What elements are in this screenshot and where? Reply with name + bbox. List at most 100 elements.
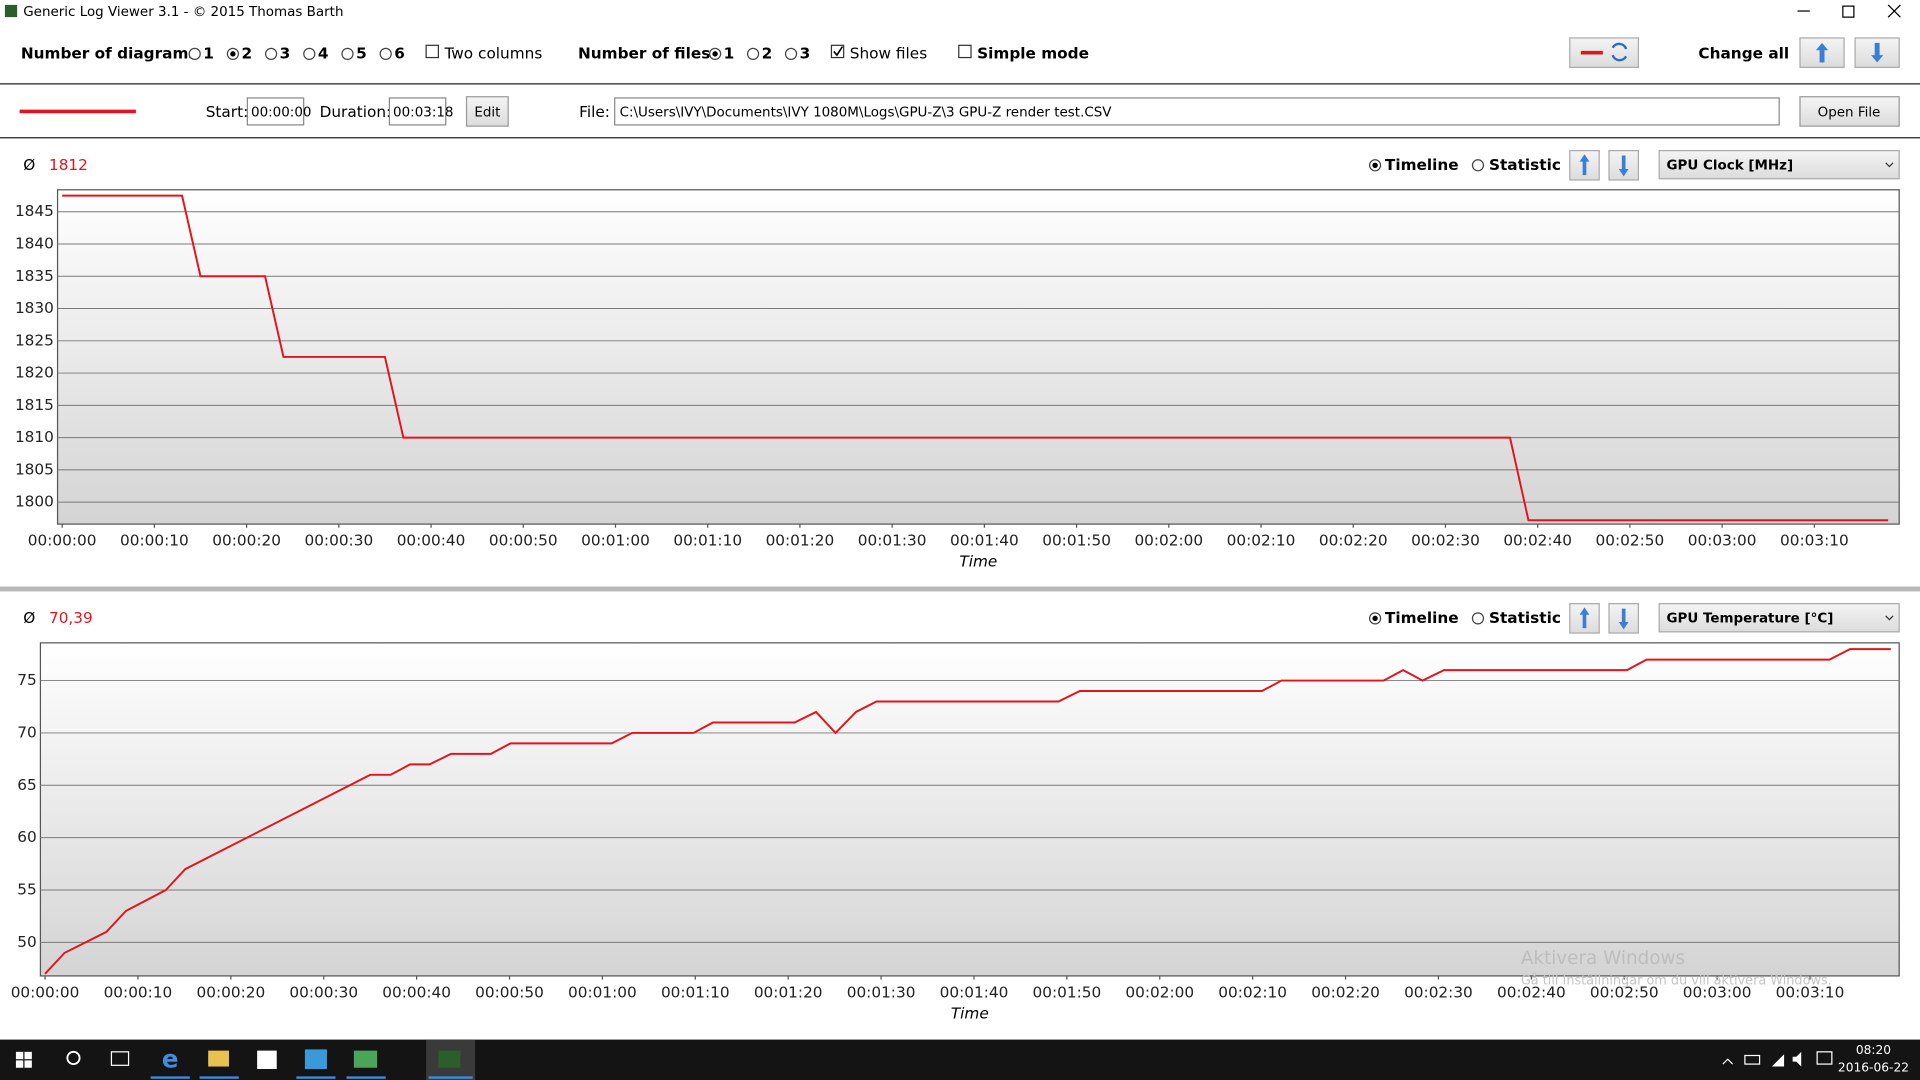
data-line [44,648,1891,975]
x-tick-label: 00:00:50 [475,984,544,1002]
explorer-icon[interactable] [208,1050,229,1067]
y-tick-label: 1805 [15,460,54,478]
radio-button[interactable] [746,47,760,60]
y-tick-label: 1810 [15,428,54,446]
watermark-title: Aktivera Windows [1521,948,1685,969]
edit-button[interactable] [465,96,509,127]
x-tick-label: 00:00:10 [120,532,189,550]
duration-input[interactable] [388,97,447,126]
simple-mode-label: Simple mode [977,44,1089,62]
x-tick-label: 00:03:10 [1776,984,1845,1002]
network-icon[interactable] [1771,1054,1785,1067]
taskbar [0,1039,1920,1080]
down-arrow [1618,155,1629,177]
clock-date: 2016-06-22 [1838,1060,1909,1074]
start-value: 00:00:00 [251,106,311,121]
x-tick-label: 00:01:50 [1033,984,1102,1002]
edge-icon[interactable]: e [162,1044,179,1073]
simple-mode-checkbox[interactable] [958,44,972,59]
y-tick-label: 65 [17,776,36,794]
x-tick-label: 00:00:30 [304,532,373,550]
radio-button[interactable] [303,47,316,60]
x-tick-label: 00:00:30 [289,984,358,1002]
x-tick-label: 00:01:20 [766,532,835,550]
x-tick-label: 00:00:40 [397,532,466,550]
line-style-button[interactable] [1569,37,1639,68]
x-tick-label: 00:01:50 [1042,532,1111,550]
maximize-button[interactable] [1842,5,1855,18]
radio-dot [1372,615,1378,622]
y-tick-label: 1815 [15,396,54,414]
app-icon[interactable] [353,1050,378,1068]
average-value: 1812 [49,156,88,174]
open-file-button[interactable] [1799,96,1900,127]
y-tick-label: 1825 [15,331,54,349]
x-tick-label: 00:01:20 [754,984,823,1002]
x-tick-label: 00:01:40 [950,532,1019,550]
radio-button[interactable] [784,47,798,60]
app-icon[interactable] [304,1049,327,1069]
x-tick-label: 00:00:00 [11,984,80,1002]
x-tick-label: 00:01:00 [568,984,637,1002]
average-value: 70,39 [49,609,93,627]
close-button[interactable] [1887,4,1901,18]
channel-dropdown[interactable] [1658,603,1900,633]
x-tick-label: 00:02:30 [1404,984,1473,1002]
store-icon[interactable] [257,1050,277,1069]
file-options: 1 2 3 [708,44,811,62]
task-view-icon[interactable] [110,1051,130,1066]
diagram-option-label: 2 [241,44,252,62]
y-tick-label: 1830 [15,299,54,317]
y-tick-label: 75 [17,671,36,689]
y-tick-label: 55 [17,881,36,899]
app-icon [4,4,18,18]
statistic-label: Statistic [1489,156,1561,174]
two-columns-checkbox[interactable] [425,44,439,59]
show-files-label: Show files [850,44,927,62]
file-option-label: 3 [800,44,811,62]
data-line [62,194,1889,522]
radio-dot [712,51,718,57]
radio-button[interactable] [341,47,354,60]
two-columns-label: Two columns [443,44,542,62]
x-tick-label: 00:03:00 [1688,532,1757,550]
duration-label: Duration: [320,103,392,121]
file-path-input[interactable] [614,97,1780,126]
channel-dropdown[interactable] [1658,150,1900,180]
x-tick-label: 00:02:30 [1411,532,1480,550]
down-arrow [1618,608,1629,630]
x-tick-label: 00:00:10 [104,984,173,1002]
x-tick-label: 00:02:50 [1590,984,1659,1002]
file-option-label: 1 [724,44,735,62]
radio-button[interactable] [1471,612,1485,625]
charts: Ø 1812 Timeline Statistic GPU Clock [MHz] 180… [11,150,1900,1022]
y-tick-label: 50 [17,933,36,951]
radio-button[interactable] [188,47,201,60]
notification-icon[interactable] [1816,1051,1833,1065]
change-all-label: Change all [1698,44,1789,62]
start-label: Start: [206,103,249,121]
x-tick-label: 00:01:30 [858,532,927,550]
radio-dot [230,51,236,57]
tray-chevron[interactable] [1722,1058,1734,1065]
radio-button[interactable] [379,47,392,60]
edit-label: Edit [474,106,500,121]
radio-button[interactable] [264,47,278,60]
volume-icon[interactable] [1792,1051,1802,1067]
x-tick-label: 00:02:00 [1125,984,1194,1002]
radio-button[interactable] [1471,159,1485,172]
dropdown-arrow [1885,615,1894,621]
battery-icon[interactable] [1744,1054,1761,1065]
x-tick-label: 00:00:00 [28,532,97,550]
x-tick-label: 00:00:50 [489,532,558,550]
channel-name: GPU Clock [MHz] [1667,158,1794,173]
start-button[interactable] [15,1051,32,1068]
diagram-options: 1 2 3 4 5 6 [188,44,405,62]
start-input[interactable] [246,97,305,126]
files-label: Number of files [578,44,710,62]
search-icon[interactable] [66,1050,81,1065]
x-tick-label: 00:02:40 [1497,984,1566,1002]
splitter[interactable] [0,586,1920,592]
x-tick-label: 00:02:00 [1134,532,1203,550]
